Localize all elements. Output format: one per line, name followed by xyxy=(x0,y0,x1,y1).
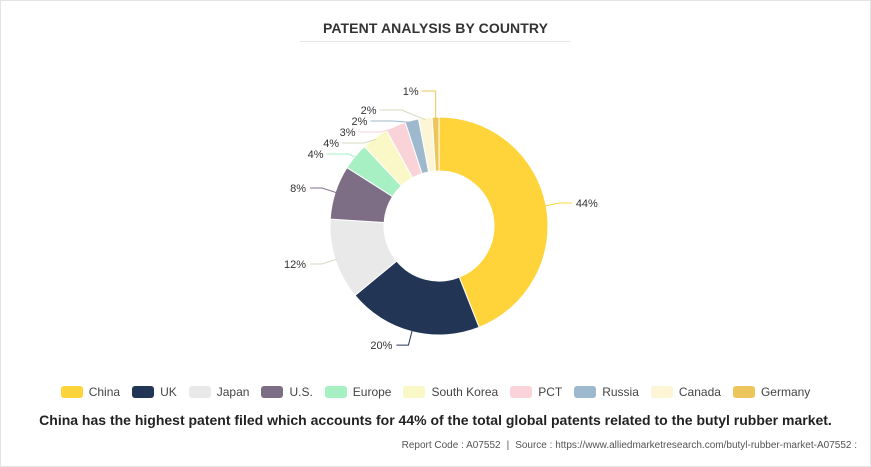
leader-line xyxy=(310,258,338,265)
leader-line xyxy=(326,153,357,159)
legend-label: Japan xyxy=(216,385,250,399)
leader-line xyxy=(370,120,413,123)
legend-swatch xyxy=(732,386,755,398)
legend-item-germany[interactable]: Germany xyxy=(732,385,811,399)
legend-item-china[interactable]: China xyxy=(60,385,121,399)
legend-swatch xyxy=(188,386,211,398)
leader-line xyxy=(342,138,377,144)
data-label: 2% xyxy=(361,105,377,117)
chart-legend: China UK Japan U.S. Europe South Korea PCT Russ… xyxy=(0,385,871,399)
data-label: 3% xyxy=(340,127,356,139)
legend-label: South Korea xyxy=(431,385,499,399)
data-label: 4% xyxy=(323,138,339,150)
chart-title: PATENT ANALYSIS BY COUNTRY xyxy=(322,20,549,36)
legend-swatch xyxy=(574,386,597,398)
leader-line xyxy=(379,109,426,121)
legend-swatch xyxy=(403,386,426,398)
legend-label: Germany xyxy=(760,385,811,399)
legend-item-pct[interactable]: PCT xyxy=(510,385,562,399)
legend-swatch xyxy=(132,386,155,398)
legend-label: PCT xyxy=(538,385,563,399)
slice-china[interactable] xyxy=(438,116,549,328)
chart-caption: China has the highest patent filed which… xyxy=(39,412,832,428)
legend-label: UK xyxy=(160,385,177,399)
slice-germany[interactable] xyxy=(431,116,440,172)
legend-item-south-korea[interactable]: South Korea xyxy=(403,385,498,399)
legend-label: China xyxy=(88,385,121,399)
data-label: 1% xyxy=(403,86,419,98)
leader-line xyxy=(544,202,572,207)
legend-item-canada[interactable]: Canada xyxy=(650,385,721,399)
leader-line xyxy=(310,187,338,194)
legend-label: U.S. xyxy=(289,385,313,399)
footer-source: Report Code : A07552 | Source : https://ww… xyxy=(402,440,857,451)
source-link[interactable]: Source : https://www.alliedmarketresearc… xyxy=(515,440,857,451)
data-label: 8% xyxy=(290,183,306,195)
leader-line xyxy=(396,329,413,346)
data-label: 20% xyxy=(370,340,392,352)
legend-label: Canada xyxy=(678,385,721,399)
title-divider xyxy=(300,41,570,42)
data-label: 12% xyxy=(284,259,306,271)
legend-swatch xyxy=(324,386,347,398)
legend-item-japan[interactable]: Japan xyxy=(188,385,250,399)
legend-swatch xyxy=(261,386,284,398)
footer-separator: | xyxy=(506,440,510,451)
legend-item-europe[interactable]: Europe xyxy=(324,385,392,399)
data-label: 44% xyxy=(576,198,598,210)
legend-swatch xyxy=(650,386,673,398)
legend-item-uk[interactable]: UK xyxy=(132,385,177,399)
legend-swatch xyxy=(60,386,83,398)
data-label: 4% xyxy=(308,149,324,161)
legend-item-u-s[interactable]: U.S. xyxy=(261,385,313,399)
legend-swatch xyxy=(510,386,533,398)
legend-label: Europe xyxy=(352,385,392,399)
leader-line xyxy=(421,90,437,120)
report-code: Report Code : A07552 xyxy=(401,440,501,451)
data-label: 2% xyxy=(351,116,367,128)
leader-line xyxy=(358,127,397,133)
legend-label: Russia xyxy=(602,385,639,399)
legend-item-russia[interactable]: Russia xyxy=(574,385,639,399)
donut-chart: 44%20%12%8%4%4%3%2%2%1% xyxy=(284,86,598,352)
